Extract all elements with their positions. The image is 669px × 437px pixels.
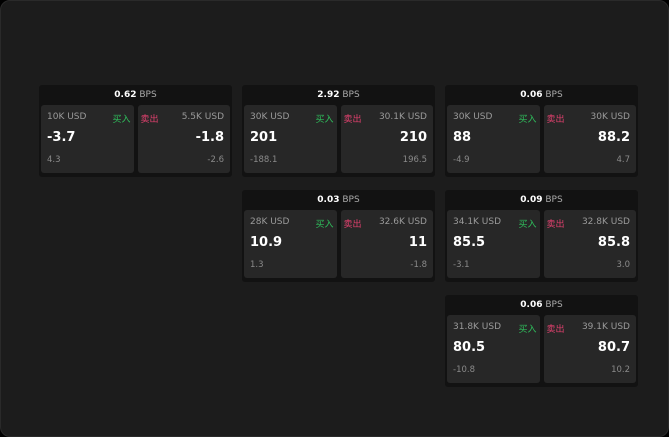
bid-size: 31.8K USD [453, 322, 502, 332]
buy-cell[interactable]: 34.1K USD 买入 85.5 -3.1 [447, 210, 540, 278]
sell-label: 卖出 [343, 115, 362, 125]
bid-size: 30K USD [250, 112, 290, 122]
ask-price: 11 [408, 235, 427, 250]
bid-price: 80.5 [453, 340, 486, 355]
bid-change: -10.8 [453, 365, 475, 375]
ask-size: 39.1K USD [581, 322, 630, 332]
spread-header: 0.62 BPS [39, 85, 232, 105]
bid-size: 30K USD [453, 112, 493, 122]
spread-header: 0.09 BPS [445, 190, 638, 210]
ask-change: -2.6 [207, 155, 224, 165]
sell-cell[interactable]: 卖出 32.8K USD 85.8 3.0 [543, 210, 636, 278]
ask-change: 10.2 [611, 365, 630, 375]
spread-unit: BPS [342, 90, 360, 100]
ask-change: -1.8 [410, 260, 427, 270]
buy-label: 买入 [518, 220, 537, 230]
buy-cell[interactable]: 30K USD 买入 88 -4.9 [447, 105, 540, 173]
quote-card: 0.09 BPS 34.1K USD 买入 85.5 -3.1 卖出 32.8K USD… [445, 190, 638, 282]
bid-change: 1.3 [250, 260, 264, 270]
ask-price: 85.8 [597, 235, 630, 250]
quote-card: 0.06 BPS 31.8K USD 买入 80.5 -10.8 卖出 39.1K US… [445, 295, 638, 387]
sell-label: 卖出 [140, 115, 159, 125]
spread-value: 2.92 [317, 90, 340, 100]
bid-price: 85.5 [453, 235, 486, 250]
quote-card: 0.03 BPS 28K USD 买入 10.9 1.3 卖出 32.6K USD 11 -… [242, 190, 435, 282]
bid-price: 10.9 [250, 235, 283, 250]
ask-change: 196.5 [402, 155, 427, 165]
ask-size: 5.5K USD [181, 112, 224, 122]
spread-unit: BPS [342, 195, 360, 205]
ask-size: 30.1K USD [378, 112, 427, 122]
sell-label: 卖出 [343, 220, 362, 230]
quote-card: 2.92 BPS 30K USD 买入 201 -188.1 卖出 30.1K USD 2… [242, 85, 435, 177]
ask-price: -1.8 [195, 130, 224, 145]
ask-price: 210 [399, 130, 427, 145]
sell-label: 卖出 [546, 325, 565, 335]
sell-cell[interactable]: 卖出 5.5K USD -1.8 -2.6 [137, 105, 230, 173]
spread-unit: BPS [545, 195, 563, 205]
buy-cell[interactable]: 28K USD 买入 10.9 1.3 [244, 210, 337, 278]
spread-value: 0.03 [317, 195, 340, 205]
ask-change: 4.7 [616, 155, 630, 165]
sell-cell[interactable]: 卖出 39.1K USD 80.7 10.2 [543, 315, 636, 383]
buy-label: 买入 [315, 220, 334, 230]
spread-header: 0.03 BPS [242, 190, 435, 210]
sell-label: 卖出 [546, 220, 565, 230]
ask-size: 32.8K USD [581, 217, 630, 227]
bid-change: -4.9 [453, 155, 470, 165]
ask-size: 32.6K USD [378, 217, 427, 227]
spread-value: 0.06 [520, 90, 543, 100]
ask-change: 3.0 [616, 260, 630, 270]
buy-cell[interactable]: 31.8K USD 买入 80.5 -10.8 [447, 315, 540, 383]
ask-size: 30K USD [590, 112, 630, 122]
quote-card: 0.62 BPS 10K USD 买入 -3.7 4.3 卖出 5.5K USD -1.8… [39, 85, 232, 177]
bid-change: 4.3 [47, 155, 61, 165]
buy-cell[interactable]: 30K USD 买入 201 -188.1 [244, 105, 337, 173]
buy-label: 买入 [518, 325, 537, 335]
spread-header: 2.92 BPS [242, 85, 435, 105]
ask-price: 80.7 [597, 340, 630, 355]
bid-size: 28K USD [250, 217, 290, 227]
bid-change: -188.1 [250, 155, 278, 165]
buy-cell[interactable]: 10K USD 买入 -3.7 4.3 [41, 105, 134, 173]
buy-label: 买入 [112, 115, 131, 125]
spread-unit: BPS [545, 300, 563, 310]
spread-unit: BPS [545, 90, 563, 100]
bid-price: 201 [250, 130, 278, 145]
spread-header: 0.06 BPS [445, 295, 638, 315]
spread-value: 0.62 [114, 90, 137, 100]
quote-card: 0.06 BPS 30K USD 买入 88 -4.9 卖出 30K USD 88.2 4.… [445, 85, 638, 177]
bid-price: -3.7 [47, 130, 76, 145]
sell-cell[interactable]: 卖出 32.6K USD 11 -1.8 [340, 210, 433, 278]
ask-price: 88.2 [597, 130, 630, 145]
bid-price: 88 [453, 130, 472, 145]
sell-cell[interactable]: 卖出 30.1K USD 210 196.5 [340, 105, 433, 173]
buy-label: 买入 [315, 115, 334, 125]
buy-label: 买入 [518, 115, 537, 125]
bid-change: -3.1 [453, 260, 470, 270]
bid-size: 10K USD [47, 112, 87, 122]
spread-value: 0.09 [520, 195, 543, 205]
spread-value: 0.06 [520, 300, 543, 310]
sell-label: 卖出 [546, 115, 565, 125]
sell-cell[interactable]: 卖出 30K USD 88.2 4.7 [543, 105, 636, 173]
spread-header: 0.06 BPS [445, 85, 638, 105]
bid-size: 34.1K USD [453, 217, 502, 227]
spread-unit: BPS [139, 90, 157, 100]
